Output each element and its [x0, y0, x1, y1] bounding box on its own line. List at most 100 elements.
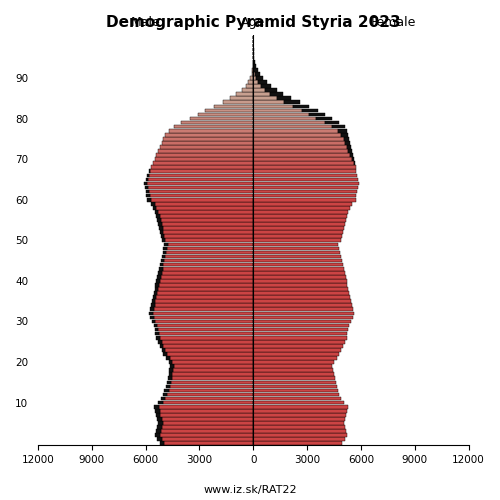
Bar	[157, 417, 162, 420]
Bar	[156, 434, 160, 437]
Bar	[150, 170, 253, 173]
Bar	[158, 222, 162, 226]
Bar	[302, 108, 318, 112]
Bar	[350, 153, 353, 157]
Bar	[148, 198, 151, 202]
Bar	[164, 259, 253, 262]
Bar	[152, 206, 156, 210]
Bar	[149, 174, 253, 177]
Bar	[309, 112, 325, 116]
Bar	[198, 112, 253, 116]
Bar	[253, 304, 352, 307]
Bar	[169, 372, 172, 376]
Bar	[154, 316, 253, 320]
Bar	[156, 279, 160, 282]
Bar	[148, 178, 253, 181]
Bar	[253, 376, 335, 380]
Bar	[253, 368, 333, 372]
Bar	[253, 259, 342, 262]
Bar	[162, 267, 253, 270]
Bar	[154, 328, 158, 332]
Bar	[253, 218, 346, 222]
Text: www.iz.sk/RAT22: www.iz.sk/RAT22	[203, 485, 297, 495]
Bar	[154, 202, 253, 205]
Bar	[348, 149, 352, 153]
Bar	[253, 442, 342, 445]
Bar	[167, 380, 170, 384]
Bar	[154, 308, 253, 311]
Bar	[253, 254, 341, 258]
Bar	[159, 283, 253, 287]
Bar	[167, 352, 253, 356]
Bar	[160, 263, 164, 266]
Bar	[156, 300, 253, 303]
Bar	[316, 116, 332, 120]
Bar	[253, 360, 334, 364]
Bar	[253, 324, 350, 328]
Bar	[162, 340, 253, 344]
Bar	[253, 162, 354, 165]
Bar	[152, 162, 253, 165]
Bar	[253, 186, 358, 190]
Bar	[253, 263, 343, 266]
Bar	[253, 84, 261, 88]
Bar	[156, 429, 161, 433]
Bar	[253, 332, 348, 336]
Bar	[253, 64, 254, 68]
Bar	[164, 442, 253, 445]
Bar	[160, 214, 253, 218]
Bar	[154, 158, 253, 161]
Bar	[172, 360, 253, 364]
Bar	[162, 348, 166, 352]
Bar	[158, 287, 253, 291]
Bar	[338, 129, 347, 132]
Bar	[152, 300, 156, 303]
Bar	[156, 413, 160, 416]
Bar	[253, 312, 354, 315]
Bar	[169, 129, 253, 132]
Bar	[160, 409, 253, 412]
Bar	[253, 108, 302, 112]
Bar	[159, 332, 253, 336]
Bar	[149, 312, 152, 315]
Bar	[157, 324, 253, 328]
Bar	[253, 372, 334, 376]
Bar	[169, 360, 172, 364]
Bar	[253, 438, 345, 441]
Bar	[156, 296, 253, 299]
Bar	[150, 308, 154, 311]
Bar	[160, 413, 253, 416]
Bar	[161, 397, 166, 400]
Bar	[253, 202, 352, 205]
Bar	[242, 88, 253, 92]
Bar	[151, 166, 253, 169]
Bar	[253, 291, 350, 295]
Bar	[253, 116, 316, 120]
Bar	[253, 206, 350, 210]
Bar	[158, 401, 162, 404]
Bar	[162, 226, 253, 230]
Bar	[146, 190, 149, 194]
Bar	[160, 442, 164, 445]
Bar	[253, 190, 358, 194]
Bar	[161, 218, 253, 222]
Bar	[162, 421, 253, 425]
Bar	[325, 121, 340, 124]
Bar	[253, 356, 336, 360]
Bar	[253, 271, 345, 274]
Bar	[253, 210, 348, 214]
Bar	[157, 291, 253, 295]
Bar	[253, 104, 292, 108]
Bar	[253, 397, 341, 400]
Bar	[253, 166, 356, 169]
Bar	[253, 421, 344, 425]
Bar	[222, 100, 253, 104]
Bar	[148, 174, 149, 177]
Bar	[162, 392, 167, 396]
Bar	[253, 275, 346, 278]
Bar	[159, 267, 162, 270]
Bar	[151, 198, 253, 202]
Bar	[253, 380, 336, 384]
Bar	[150, 194, 253, 198]
Bar	[254, 68, 258, 71]
